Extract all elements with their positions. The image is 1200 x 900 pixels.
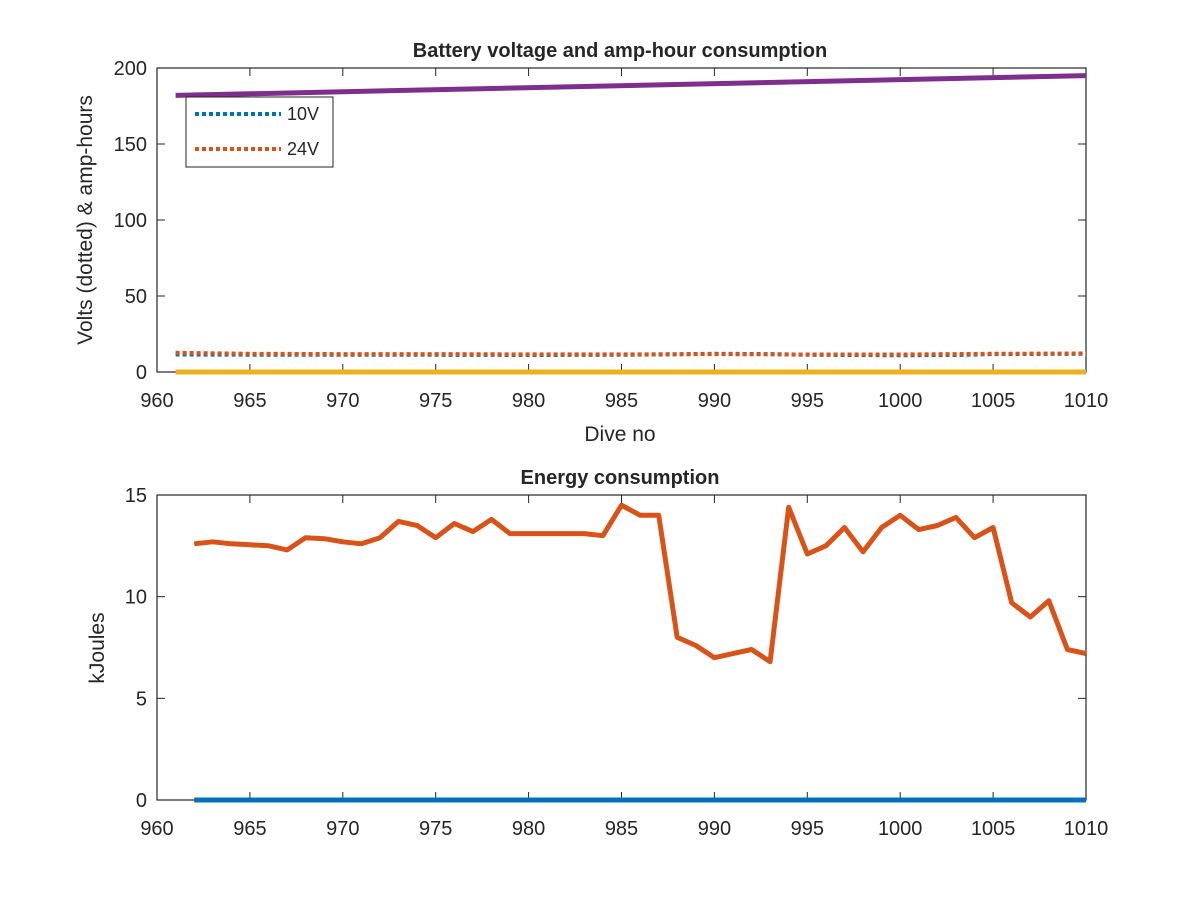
x-tick-label: 960 [140, 818, 173, 840]
x-tick-label: 1005 [971, 818, 1016, 840]
x-tick-label: 985 [605, 818, 638, 840]
x-tick-label: 980 [512, 818, 545, 840]
x-axis-label: Dive no [584, 423, 655, 446]
legend-label: 24V [287, 139, 319, 159]
y-tick-label: 50 [125, 286, 147, 308]
x-tick-label: 1010 [1064, 390, 1109, 412]
y-tick-label: 200 [114, 58, 147, 80]
chart-title: Energy consumption [521, 467, 720, 489]
x-tick-label: 970 [326, 390, 359, 412]
x-tick-label: 995 [791, 818, 824, 840]
series-line-24v [175, 350, 1087, 357]
y-axis-label: kJoules [86, 612, 109, 683]
axes-box [156, 494, 1087, 801]
x-tick-label: 995 [791, 390, 824, 412]
x-tick-label: 990 [698, 390, 731, 412]
chart-energy-consumption: Energy consumption kJoules 960 965 970 975 9… [86, 467, 1108, 840]
series-line-1 [193, 502, 1087, 665]
x-tick-label: 970 [326, 818, 359, 840]
x-tick-label: 965 [233, 390, 266, 412]
x-tick-label: 960 [140, 390, 173, 412]
x-tick-label: 975 [419, 390, 452, 412]
x-tick-label: 1000 [878, 390, 923, 412]
y-tick-label: 15 [125, 485, 147, 507]
y-tick-label: 150 [114, 134, 147, 156]
legend-label: 10V [287, 104, 319, 124]
x-tick-label: 985 [605, 390, 638, 412]
y-tick-label: 10 [125, 587, 147, 609]
x-tick-label: 990 [698, 818, 731, 840]
x-tick-label: 1010 [1064, 818, 1109, 840]
y-tick-label: 0 [136, 362, 147, 384]
series-line-3 [175, 73, 1087, 98]
y-tick-label: 100 [114, 210, 147, 232]
x-tick-label: 980 [512, 390, 545, 412]
legend-box [185, 96, 334, 168]
x-tick-label: 975 [419, 818, 452, 840]
legend: 10V 24V [185, 96, 334, 168]
chart-battery-voltage: Battery voltage and amp-hour consumption… [74, 40, 1108, 446]
x-tick-label: 965 [233, 818, 266, 840]
y-axis-label: Volts (dotted) & amp-hours [74, 95, 97, 345]
x-tick-label: 1005 [971, 390, 1016, 412]
x-tick-label: 1000 [878, 818, 923, 840]
chart-title: Battery voltage and amp-hour consumption [413, 40, 827, 62]
y-tick-label: 0 [136, 790, 147, 812]
y-tick-label: 5 [136, 688, 147, 710]
